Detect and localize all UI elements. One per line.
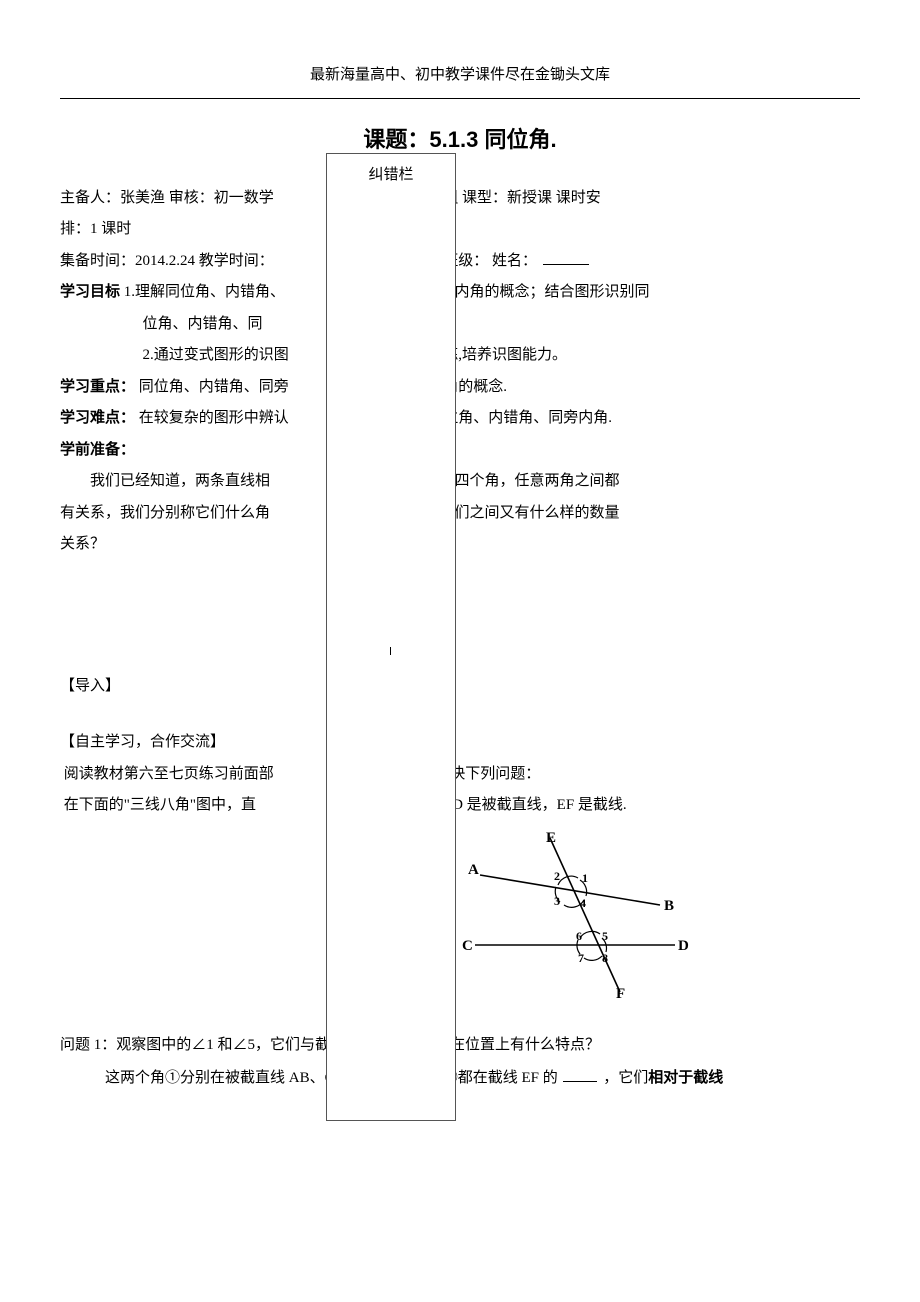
three-lines-eight-angles-diagram: E F A B C D 2 1 3 4 6 5 7: [460, 830, 860, 1013]
prep-1-left: 我们已经知道，两条直线相: [90, 473, 270, 489]
angle-2: 2: [554, 869, 560, 883]
read-line: 阅读教材第六至七页练习前面部 分，解决下列问题：: [60, 759, 860, 791]
page-header: 最新海量高中、初中教学课件尽在金锄头文库: [60, 60, 860, 99]
question-1-line: 问题 1：观察图中的∠1 和∠5，它们与截线及两条被截直线在位置上有什么特点？: [60, 1030, 860, 1062]
meta-line-1-left: 主备人：张美渔 审核：初一数学: [60, 190, 274, 206]
focus-line: 学习重点： 同位角、内错角、同旁 内角的概念.: [60, 372, 860, 404]
meta-line-3-right-b: 姓名：: [492, 253, 537, 269]
lesson-title: 课题：5.1.3 同位角.: [60, 117, 860, 163]
difficulty-line: 学习难点： 在较复杂的图形中辨认 同位角、内错角、同旁内角.: [60, 403, 860, 435]
q1-sub-c: ，它们: [603, 1070, 648, 1086]
label-c: C: [462, 938, 473, 954]
question-1-sub: 这两个角①分别在被截直线 AB、CD 的 ；②都在截线 EF 的 ，它们相对于截…: [60, 1062, 860, 1095]
section-intro-heading: 【导入】: [60, 671, 860, 703]
goal-1-left: 1.理解同位角、内错角、: [124, 284, 285, 300]
label-e: E: [546, 830, 556, 846]
angle-7: 7: [578, 951, 584, 965]
label-a: A: [468, 862, 479, 878]
correction-column-box: 纠错栏: [326, 153, 456, 1121]
meta-line-1: 主备人：张美渔 审核：初一数学 备课组 课型：新授课 课时安: [60, 183, 860, 215]
goal-1-cont-left: 位角、内错角、同: [143, 316, 263, 332]
prep-2-left: 有关系，我们分别称它们什么角: [60, 505, 270, 521]
prep-label-line: 学前准备：: [60, 435, 860, 467]
goal-2-left: 2.通过变式图形的识图: [143, 347, 289, 363]
goal-label: 学习目标: [60, 284, 120, 300]
focus-left: 同位角、内错角、同旁: [139, 379, 289, 395]
meta-line-3: 集备时间：2014.2.24 教学时间： 2.27 班级： 姓名：: [60, 246, 860, 278]
goal-line-1: 学习目标 1.理解同位角、内错角、 同旁内角的概念；结合图形识别同: [60, 277, 860, 309]
angle-1: 1: [582, 871, 588, 885]
label-b: B: [664, 898, 674, 914]
q1-emph: 相对于截线: [648, 1069, 723, 1086]
label-f: F: [616, 986, 625, 1000]
fig-line: 在下面的"三线八角"图中，直 线 AB、CD 是被截直线，EF 是截线.: [60, 790, 860, 822]
prep-label: 学前准备：: [60, 442, 135, 458]
meta-line-2: 排：1 课时: [60, 214, 860, 246]
angle-4: 4: [580, 896, 586, 910]
meta-line-3-left: 集备时间：2014.2.24 教学时间：: [60, 253, 274, 269]
goal-line-2: 2.通过变式图形的识图 训练,培养识图能力。: [60, 340, 860, 372]
blank-2[interactable]: [563, 1065, 597, 1082]
goal-1-right: 同旁内角的概念；结合图形识别同: [425, 284, 650, 300]
difficulty-label: 学习难点：: [60, 410, 135, 426]
angle-6: 6: [576, 929, 582, 943]
angle-3: 3: [554, 894, 560, 908]
label-d: D: [678, 938, 689, 954]
fig-left: 在下面的"三线八角"图中，直: [64, 797, 256, 813]
prep-line-3: 关系？: [60, 529, 860, 561]
prep-line-1: 我们已经知道，两条直线相 交组成四个角，任意两角之间都: [60, 466, 860, 498]
prep-line-2: 有关系，我们分别称它们什么角 呢？它们之间又有什么样的数量: [60, 498, 860, 530]
stray-mark: [390, 647, 391, 655]
correction-column-label: 纠错栏: [327, 154, 455, 192]
angle-8: 8: [602, 951, 608, 965]
focus-label: 学习重点：: [60, 379, 135, 395]
section-selfstudy-heading: 【自主学习，合作交流】: [60, 727, 860, 759]
goal-line-1-cont: 位角、内错角、同 旁内角。: [60, 309, 860, 341]
angle-5: 5: [602, 929, 608, 943]
read-left: 阅读教材第六至七页练习前面部: [64, 766, 274, 782]
name-blank[interactable]: [543, 248, 589, 265]
difficulty-left: 在较复杂的图形中辨认: [139, 410, 289, 426]
